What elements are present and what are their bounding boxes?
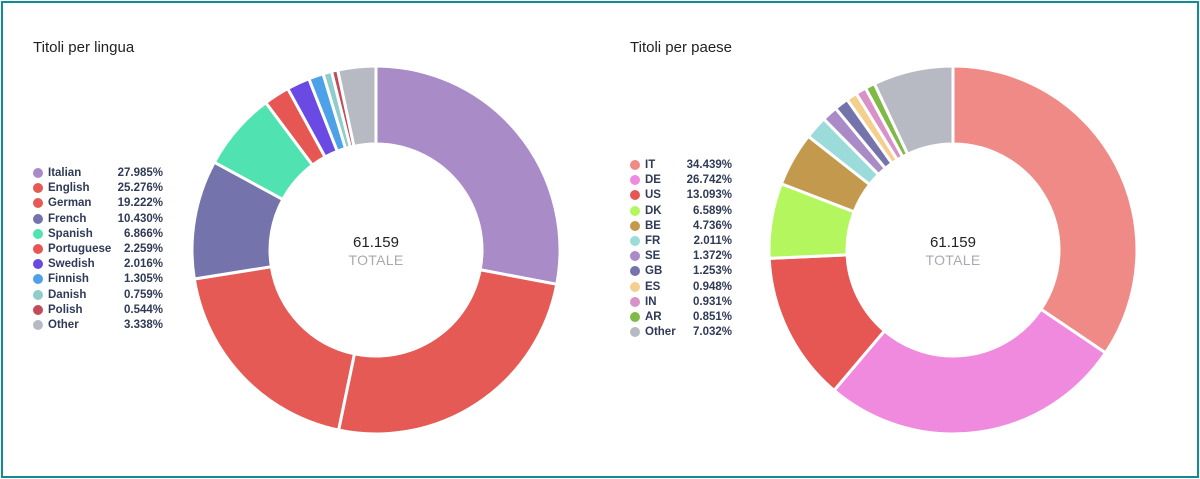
legend-swatch — [630, 175, 640, 186]
donut-slice[interactable] — [336, 64, 378, 148]
legend-swatch — [33, 274, 43, 285]
legend-swatch — [630, 220, 640, 231]
legend-label: Polish — [48, 303, 83, 316]
legend-swatch — [630, 205, 640, 216]
legend-label: Spanish — [48, 227, 93, 240]
total-value: 61.159 — [353, 234, 399, 251]
legend-value: 1.253% — [692, 265, 732, 278]
legend-label: French — [48, 212, 87, 225]
legend-value: 0.759% — [123, 288, 163, 301]
legend-swatch — [630, 160, 640, 170]
legend-swatch — [630, 281, 640, 292]
legend-swatch — [33, 198, 43, 209]
legend-label: DK — [645, 204, 662, 217]
legend-value: 0.948% — [692, 280, 732, 293]
legend-swatch — [33, 304, 43, 315]
legend-value: 34.439% — [686, 159, 732, 171]
legend-label: Finnish — [48, 273, 89, 286]
legend-swatch — [33, 319, 43, 330]
legend-swatch — [630, 235, 640, 246]
chart-title-country: Titoli per paese — [630, 39, 732, 56]
legend-value: 1.372% — [692, 250, 732, 263]
legend-swatch — [630, 311, 640, 322]
chart-panel-language: Titoli per lingua Italian 27.985% English 2… — [3, 3, 603, 478]
legend-label: Italian — [48, 167, 82, 179]
legend-value: 2.016% — [123, 258, 163, 271]
legend-swatch — [33, 289, 43, 300]
donut-slice[interactable] — [872, 64, 955, 156]
legend-label: DE — [645, 174, 661, 187]
legend-value: 25.276% — [117, 182, 163, 195]
chart-title-language: Titoli per lingua — [33, 39, 135, 56]
legend-value: 6.589% — [692, 204, 732, 217]
legend-value: 2.011% — [693, 234, 732, 247]
legend-label: SE — [645, 250, 661, 263]
legend-value: 1.305% — [123, 273, 163, 286]
legend-swatch — [630, 266, 640, 277]
donut-slice[interactable] — [337, 268, 559, 436]
donut-slice[interactable] — [374, 64, 562, 286]
legend-value: 13.093% — [686, 189, 732, 202]
legend-label: ES — [645, 280, 661, 293]
legend-value: 19.222% — [117, 197, 163, 210]
donut-chart-country: 61.159 TOTALE — [767, 64, 1139, 436]
legend-label: US — [645, 189, 661, 202]
legend-value: 26.742% — [686, 174, 732, 187]
donut-slice[interactable] — [951, 64, 1139, 355]
legend-swatch — [33, 228, 43, 239]
legend-label: Other — [48, 318, 79, 331]
legend-swatch — [33, 259, 43, 270]
legend-value: 0.544% — [123, 303, 163, 316]
legend-swatch — [33, 168, 43, 178]
chart-panel-country: Titoli per paese IT 34.439% DE 26.742% US 13.… — [600, 3, 1200, 478]
legend-label: AR — [645, 310, 662, 323]
legend-swatch — [33, 213, 43, 224]
legend-label: Swedish — [48, 258, 95, 271]
legend-value: 0.931% — [692, 295, 732, 308]
legend-label: German — [48, 197, 92, 210]
legend-value: 2.259% — [123, 242, 163, 255]
legend-label: IT — [645, 159, 656, 171]
legend-label: Danish — [48, 288, 87, 301]
legend-label: English — [48, 182, 90, 195]
legend-value: 4.736% — [692, 219, 732, 232]
legend-label: Other — [645, 326, 676, 339]
legend-value: 3.338% — [123, 318, 163, 331]
legend-label: Portuguese — [48, 242, 112, 255]
legend-label: FR — [645, 234, 661, 247]
legend-value: 7.032% — [692, 326, 732, 339]
legend-swatch — [33, 183, 43, 194]
total-label: TOTALE — [926, 252, 981, 268]
legend-label: GB — [645, 265, 663, 278]
total-label: TOTALE — [349, 252, 404, 268]
legend-label: BE — [645, 219, 661, 232]
legend-swatch — [33, 243, 43, 254]
legend-swatch — [630, 190, 640, 201]
legend-swatch — [630, 327, 640, 338]
legend-value: 0.851% — [692, 310, 732, 323]
total-value: 61.159 — [930, 234, 976, 251]
legend-value: 10.430% — [117, 212, 163, 225]
donut-chart-language: 61.159 TOTALE — [190, 64, 562, 436]
donut-slice[interactable] — [832, 307, 1108, 436]
legend-value: 6.866% — [123, 227, 163, 240]
legend-swatch — [630, 251, 640, 262]
donut-slice[interactable] — [192, 265, 356, 432]
legend-value: 27.985% — [117, 167, 163, 179]
legend-swatch — [630, 296, 640, 307]
legend-label: IN — [645, 295, 657, 308]
